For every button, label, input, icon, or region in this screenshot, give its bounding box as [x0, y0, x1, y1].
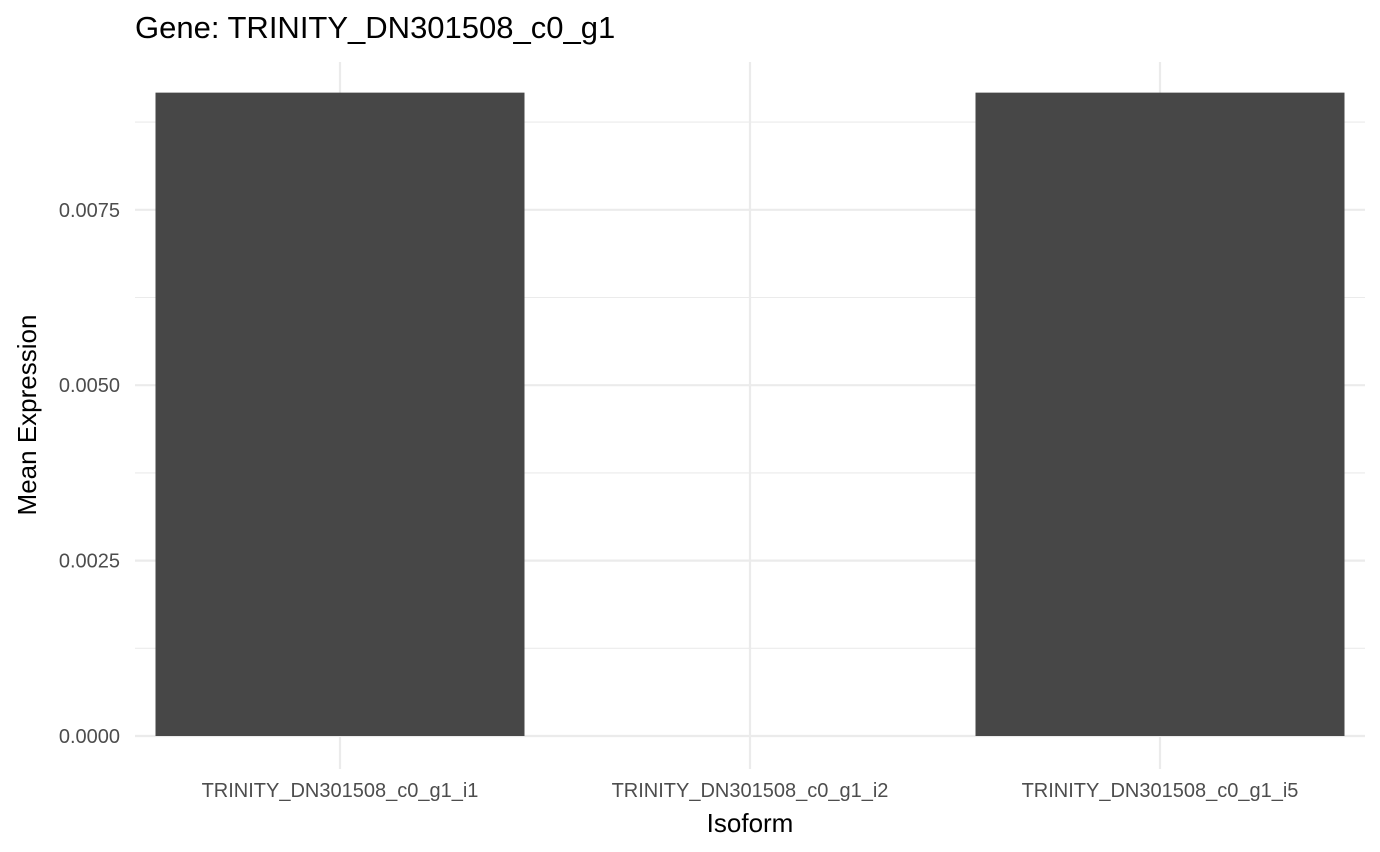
y-tick-label: 0.0050: [59, 375, 120, 397]
x-axis-ticks: TRINITY_DN301508_c0_g1_i1 TRINITY_DN30150…: [202, 780, 1299, 802]
bars-layer: [155, 92, 1345, 736]
y-axis-title: Mean Expression: [12, 315, 42, 516]
x-tick-label: TRINITY_DN301508_c0_g1_i1: [202, 780, 479, 802]
x-axis-title: Isoform: [707, 808, 794, 838]
x-tick-label: TRINITY_DN301508_c0_g1_i2: [612, 780, 889, 802]
chart-title: Gene: TRINITY_DN301508_c0_g1: [135, 10, 615, 45]
y-tick-label: 0.0000: [59, 726, 120, 748]
y-tick-label: 0.0075: [59, 200, 120, 222]
bar: [155, 92, 525, 736]
y-axis-ticks: 0.0000 0.0025 0.0050 0.0075: [59, 200, 120, 748]
bar: [975, 92, 1345, 736]
x-tick-label: TRINITY_DN301508_c0_g1_i5: [1022, 780, 1299, 802]
y-tick-label: 0.0025: [59, 551, 120, 573]
